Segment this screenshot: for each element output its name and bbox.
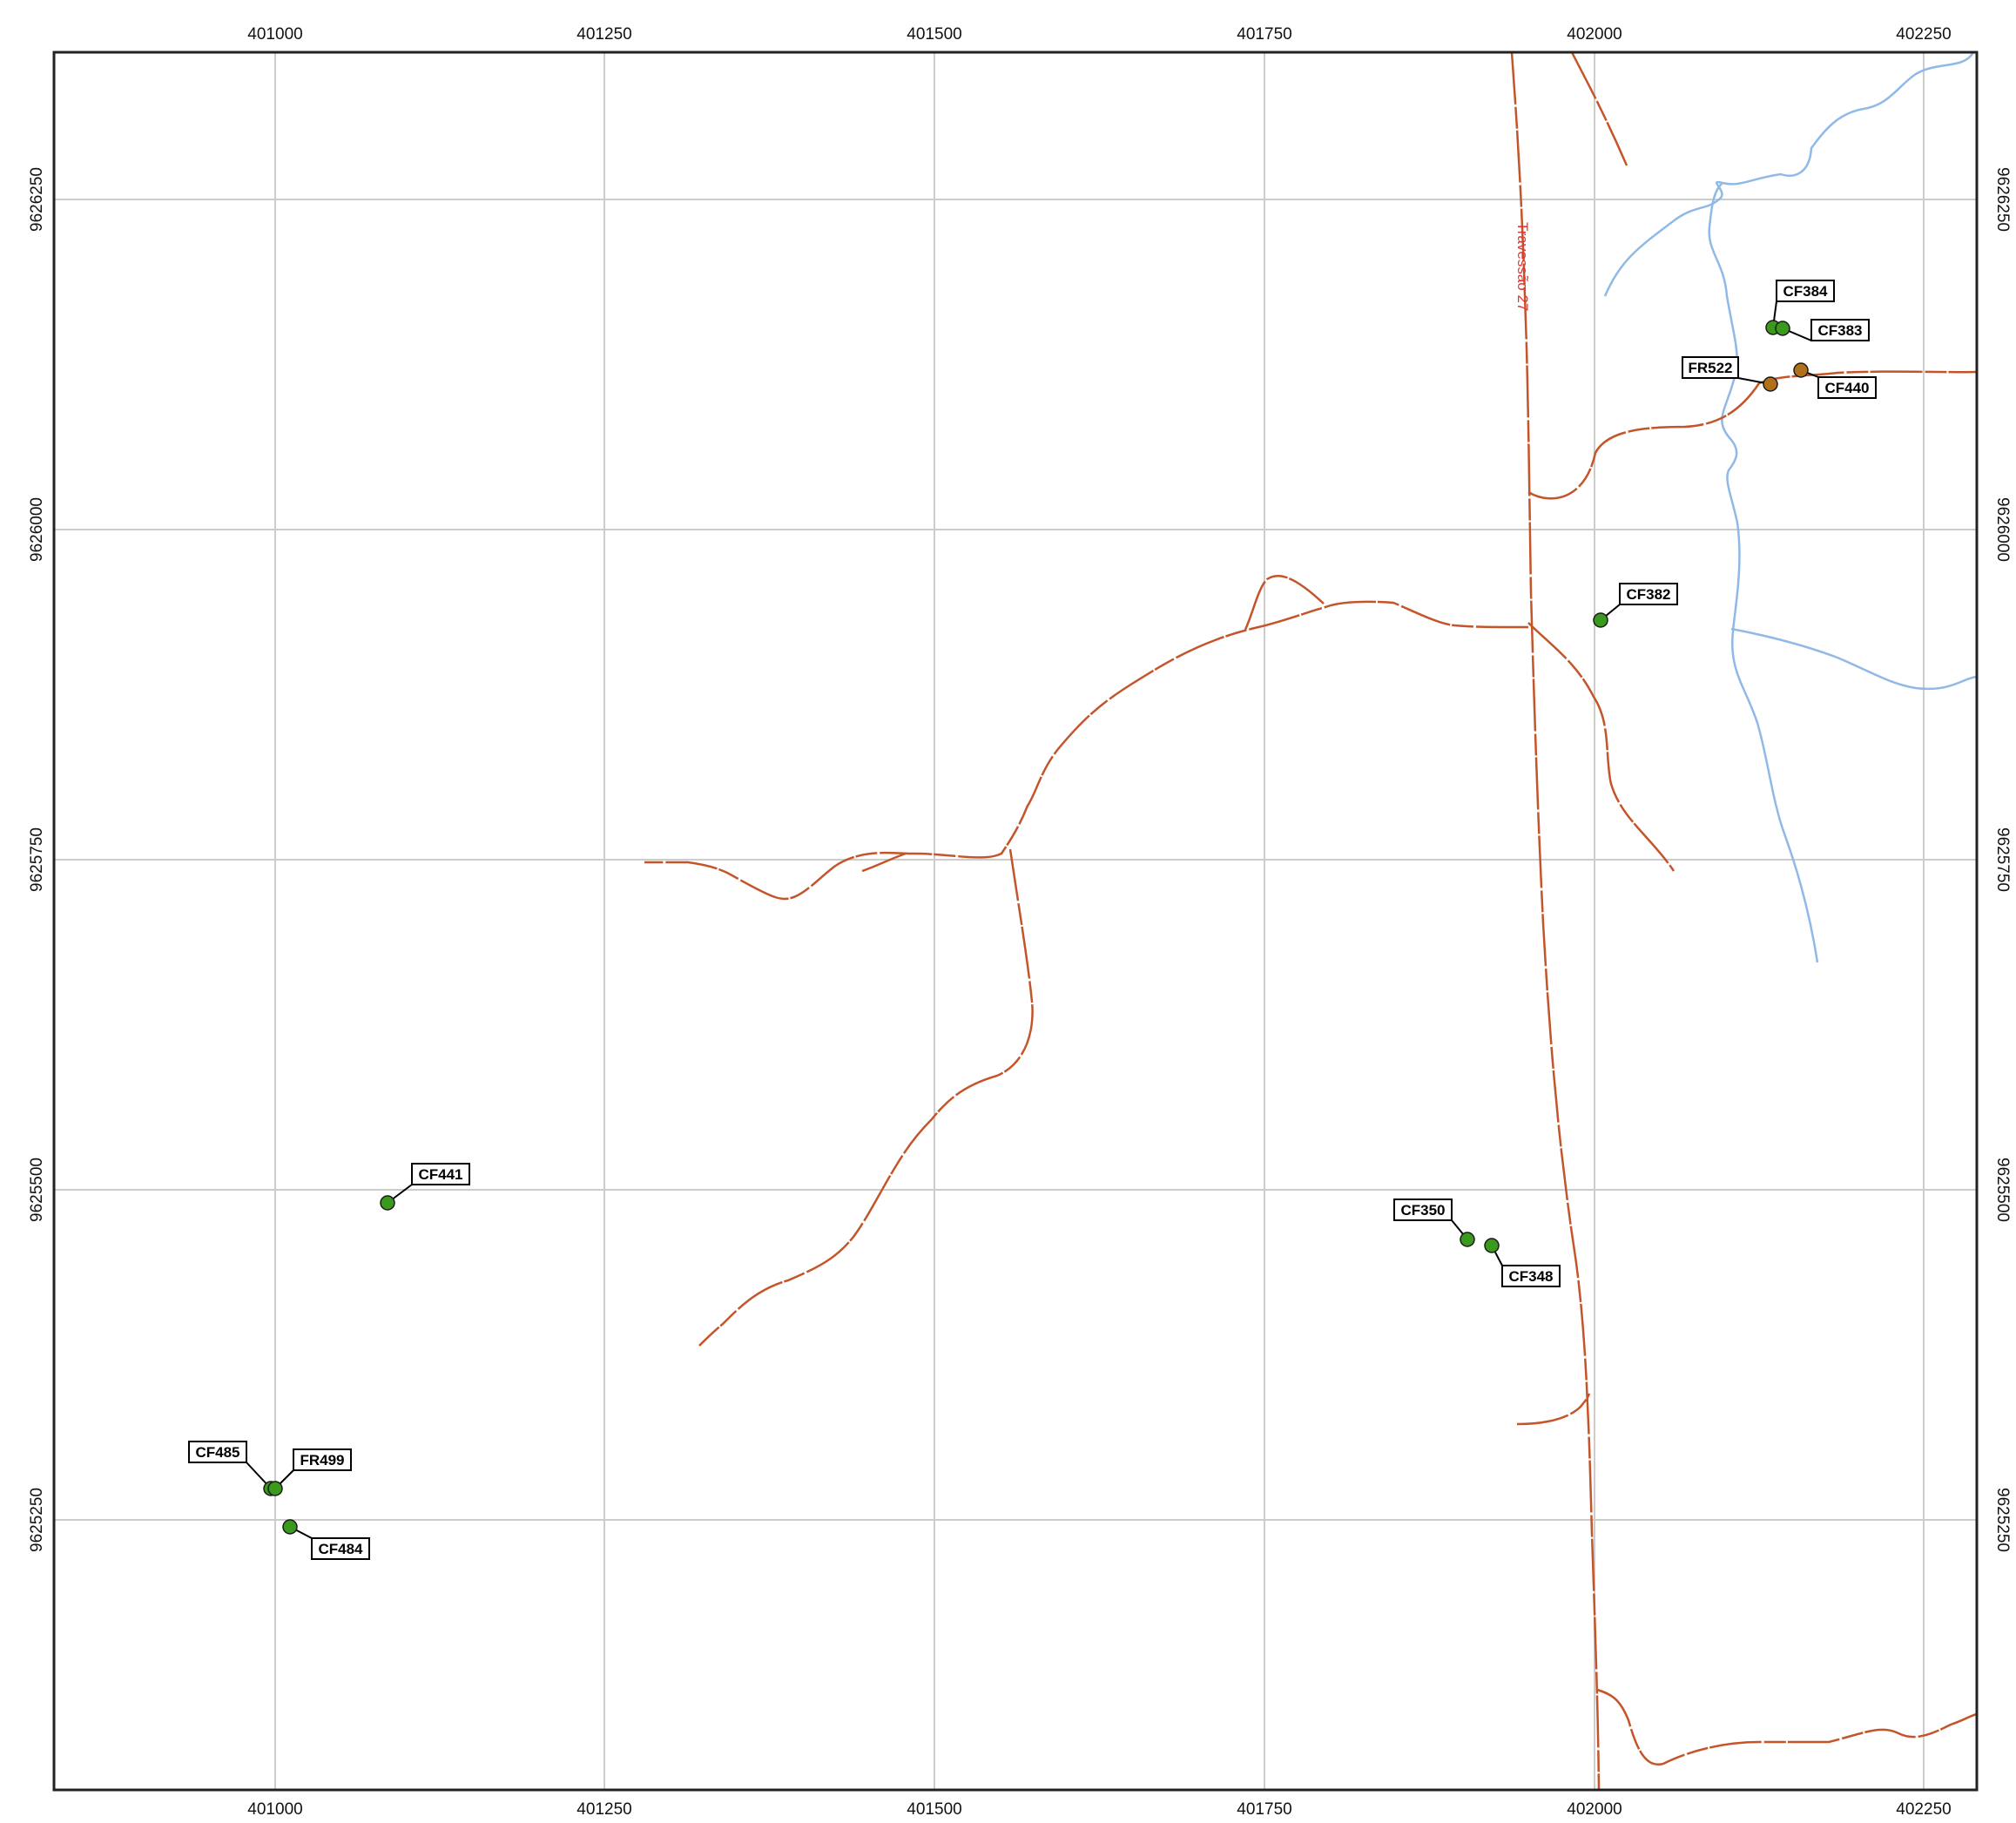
point-label: FR499: [300, 1452, 344, 1469]
point-marker-icon[interactable]: [282, 1519, 298, 1535]
sample-point-fr499[interactable]: FR499: [267, 1448, 352, 1496]
sample-point-cf348[interactable]: CF348: [1484, 1238, 1561, 1287]
road-layer: [644, 51, 1978, 1791]
y-tick-right: 9626000: [1993, 497, 2012, 562]
x-tick-top: 401750: [1237, 25, 1291, 44]
point-marker-icon[interactable]: [267, 1481, 283, 1496]
x-tick-top: 401250: [576, 25, 631, 44]
y-tick-left: 9626250: [28, 167, 46, 232]
sample-points-layer: CF384 CF383 FR522 CF440 CF382 CF441 CF350 CF348…: [188, 280, 1877, 1560]
road-north-stub: [1570, 51, 1628, 166]
point-label-box: [311, 1537, 370, 1560]
point-label: CF484: [318, 1541, 363, 1557]
road-main-west: [644, 600, 1529, 901]
point-label: FR522: [1688, 360, 1732, 376]
x-tick-bottom: 402000: [1567, 1800, 1622, 1819]
river-main: [1603, 51, 1975, 297]
road-south-branch: [698, 848, 1034, 1347]
x-tick-top: 402250: [1896, 25, 1951, 44]
point-label: CF485: [195, 1444, 239, 1461]
axis-tick-layer: 401000 401000 401250 401250 401500 401500 4017…: [28, 25, 2012, 1819]
point-label-box: [1810, 319, 1870, 341]
point-label-box: [293, 1448, 352, 1471]
x-tick-bottom: 401250: [576, 1800, 631, 1819]
point-label: CF382: [1626, 586, 1670, 603]
point-label: CF350: [1400, 1202, 1445, 1219]
sample-point-cf484[interactable]: CF484: [282, 1519, 370, 1560]
sample-point-cf382[interactable]: CF382: [1593, 583, 1678, 628]
road-loop: [1244, 575, 1325, 631]
point-label: CF383: [1817, 322, 1862, 339]
point-marker-icon[interactable]: [1484, 1238, 1500, 1253]
point-marker-icon[interactable]: [1593, 612, 1608, 628]
y-tick-left: 9626000: [28, 497, 46, 562]
sample-point-cf485[interactable]: CF485: [188, 1441, 279, 1496]
point-label-box: [1817, 376, 1877, 399]
point-label-box: [1619, 583, 1678, 605]
point-label: CF441: [418, 1166, 462, 1183]
point-label: CF440: [1824, 380, 1869, 396]
point-label-box: [1393, 1198, 1453, 1221]
y-tick-right: 9625250: [1993, 1488, 2012, 1552]
x-tick-top: 401500: [907, 25, 961, 44]
sample-point-fr522[interactable]: FR522: [1682, 356, 1778, 392]
y-tick-left: 9625500: [28, 1158, 46, 1222]
river-branch: [1708, 182, 1819, 963]
point-label-box: [188, 1441, 247, 1463]
road-label: Travessão 27: [1514, 222, 1531, 311]
point-marker-icon[interactable]: [1460, 1232, 1475, 1247]
point-label: CF348: [1508, 1268, 1553, 1285]
y-tick-right: 9626250: [1993, 167, 2012, 232]
sample-point-cf440[interactable]: CF440: [1793, 362, 1877, 399]
point-label-box: [1501, 1265, 1561, 1287]
map-frame: [52, 51, 1979, 1792]
point-label-box: [411, 1163, 470, 1185]
x-tick-top: 402000: [1567, 25, 1622, 44]
x-tick-bottom: 401000: [247, 1800, 302, 1819]
x-tick-bottom: 402250: [1896, 1800, 1951, 1819]
point-marker-icon[interactable]: [1793, 362, 1809, 378]
road-southeast: [1596, 1688, 1978, 1766]
point-label: CF384: [1783, 283, 1828, 300]
y-tick-right: 9625750: [1993, 827, 2012, 892]
point-marker-icon[interactable]: [1775, 321, 1790, 336]
sample-point-cf383[interactable]: CF383: [1775, 319, 1870, 341]
x-tick-bottom: 401750: [1237, 1800, 1291, 1819]
road-east-fork: [1527, 622, 1676, 872]
road-south-stub: [1516, 1393, 1591, 1426]
point-label-box: [1682, 356, 1739, 379]
point-label-box: [1776, 280, 1835, 302]
y-tick-left: 9625750: [28, 827, 46, 892]
point-marker-icon[interactable]: [380, 1195, 395, 1211]
sample-point-cf441[interactable]: CF441: [380, 1163, 470, 1211]
x-tick-bottom: 401500: [907, 1800, 961, 1819]
river-east: [1730, 627, 1978, 691]
road-travessao-27: [1510, 51, 1601, 1791]
road-upper-east: [1527, 370, 1978, 500]
sample-point-cf350[interactable]: CF350: [1393, 1198, 1475, 1247]
map-grid: [54, 52, 1977, 1790]
y-tick-right: 9625500: [1993, 1158, 2012, 1222]
river-layer: [1603, 51, 1978, 963]
y-tick-left: 9625250: [28, 1488, 46, 1552]
point-marker-icon[interactable]: [1763, 376, 1778, 392]
road-west-branch-a: [861, 852, 907, 873]
x-tick-top: 401000: [247, 25, 302, 44]
